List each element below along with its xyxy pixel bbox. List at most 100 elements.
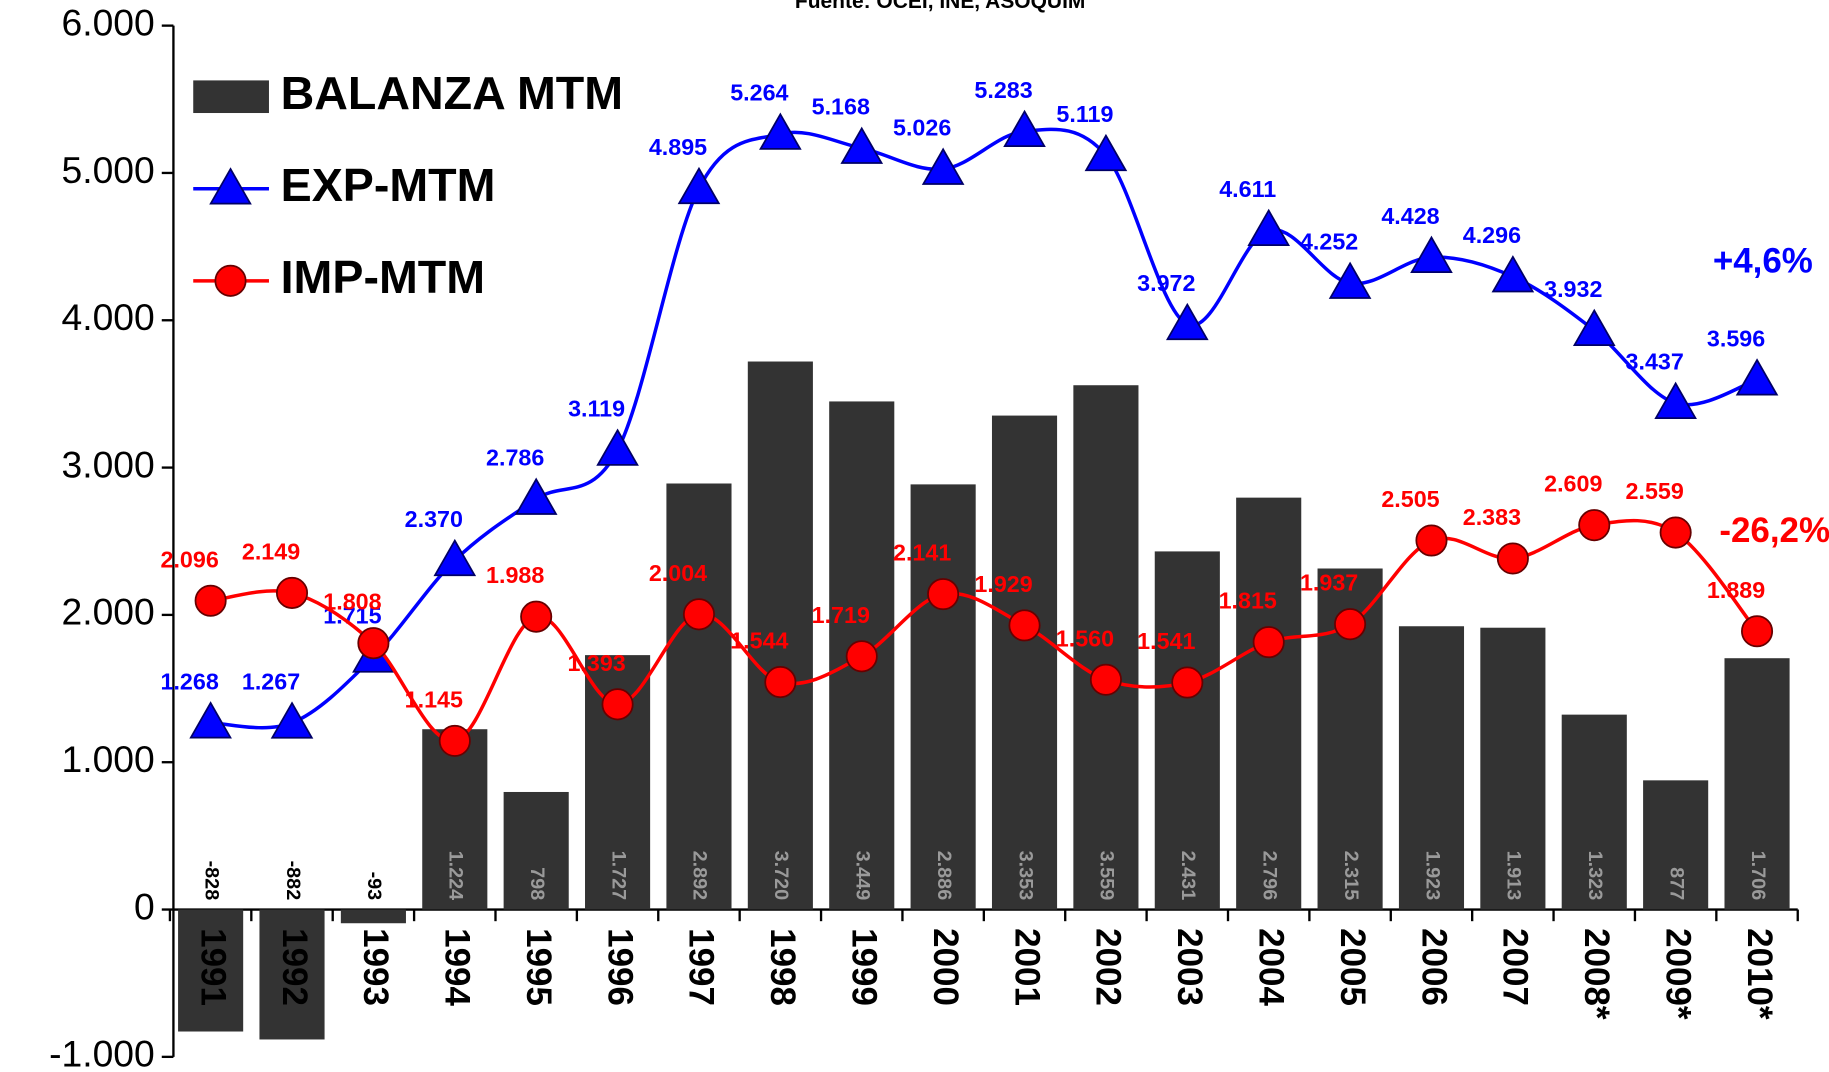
point-value-label: 2.141 <box>893 540 951 566</box>
bar-value-label: 3.559 <box>1096 851 1118 901</box>
x-tick-label: 1991 <box>193 928 232 1006</box>
bar <box>178 909 244 1032</box>
x-tick-label: 1997 <box>682 928 721 1006</box>
marker <box>601 688 634 721</box>
marker <box>764 666 797 699</box>
bar <box>340 909 406 924</box>
y-tick-label: 5.000 <box>62 149 155 191</box>
marker <box>270 701 314 739</box>
point-value-label: 4.895 <box>649 134 707 160</box>
x-tick-label: 2000 <box>926 928 965 1006</box>
x-tick-label: 2005 <box>1333 928 1372 1006</box>
bar <box>1154 551 1220 910</box>
bar-value-label: 3.720 <box>770 851 792 901</box>
bar-value-label: -93 <box>363 872 385 901</box>
bar-value-label: 1.323 <box>1584 851 1606 901</box>
legend-label: IMP-MTM <box>281 251 485 303</box>
marker <box>520 600 553 633</box>
point-value-label: 5.264 <box>730 80 788 106</box>
x-tick-label: 2006 <box>1414 928 1453 1006</box>
bar-value-label: 3.449 <box>852 851 874 901</box>
bar <box>991 415 1058 910</box>
bar <box>1480 627 1546 910</box>
x-tick-label: 2001 <box>1007 928 1046 1006</box>
x-tick-label: 2004 <box>1251 928 1290 1006</box>
marker <box>357 627 390 660</box>
point-value-label: 1.268 <box>160 668 218 694</box>
marker <box>1572 308 1616 347</box>
point-value-label: 2.370 <box>405 506 463 532</box>
marker <box>1415 524 1448 557</box>
bar-value-label: 1.923 <box>1421 851 1443 901</box>
annotation: -26,2% <box>1719 511 1829 550</box>
bar-value-label: 2.886 <box>933 851 955 901</box>
marker <box>682 598 715 631</box>
point-value-label: 1.267 <box>242 668 300 694</box>
y-tick-label: 6.000 <box>62 1 155 43</box>
x-tick-label: 1998 <box>763 928 802 1006</box>
marker <box>1410 235 1453 273</box>
bar-value-label: 798 <box>526 867 548 900</box>
point-value-label: 1.393 <box>567 650 625 676</box>
marker <box>1334 608 1367 641</box>
point-value-label: 3.932 <box>1544 276 1602 302</box>
point-value-label: 1.929 <box>974 571 1032 597</box>
marker <box>1247 208 1291 246</box>
marker <box>214 264 247 297</box>
point-value-label: 4.428 <box>1381 203 1439 229</box>
point-value-label: 2.096 <box>160 546 218 572</box>
bar-value-label: 1.224 <box>445 851 467 901</box>
marker <box>1171 666 1204 699</box>
bar-value-label: 2.892 <box>689 851 711 901</box>
x-tick-label: 1992 <box>275 928 314 1006</box>
y-tick-label: 0 <box>134 885 155 927</box>
point-value-label: 5.168 <box>812 94 870 120</box>
y-tick-label: 2.000 <box>62 591 155 633</box>
marker <box>1089 663 1122 696</box>
x-tick-label: 1999 <box>845 928 884 1006</box>
marker <box>194 584 227 617</box>
bar <box>259 909 325 1040</box>
marker <box>1735 358 1779 396</box>
y-tick-label: 1.000 <box>62 738 155 780</box>
x-tick-label: 2010* <box>1740 928 1779 1020</box>
x-tick-label: 2009* <box>1658 928 1697 1020</box>
point-value-label: 1.719 <box>812 602 870 628</box>
point-value-label: 5.119 <box>1056 101 1113 127</box>
marker <box>759 112 802 150</box>
marker <box>1008 609 1041 642</box>
x-tick-label: 1995 <box>519 928 558 1006</box>
chart-title: Fuente: OCEI, INE, ASOQUIM <box>795 0 1085 13</box>
point-value-label: 4.296 <box>1463 222 1521 248</box>
bar-value-label: 1.727 <box>607 851 629 901</box>
marker <box>921 147 965 185</box>
point-value-label: 2.609 <box>1544 471 1602 497</box>
marker <box>1496 542 1529 575</box>
bar-value-label: -828 <box>200 861 222 901</box>
marker <box>438 724 471 757</box>
bar-value-label: 2.796 <box>1258 851 1280 901</box>
point-value-label: 2.786 <box>486 445 544 471</box>
bar <box>747 361 813 910</box>
x-tick-label: 1993 <box>356 928 395 1006</box>
x-tick-label: 1994 <box>438 928 477 1006</box>
point-value-label: 2.505 <box>1381 486 1439 512</box>
point-value-label: 4.611 <box>1219 176 1276 202</box>
y-tick-label: 3.000 <box>62 443 155 485</box>
marker <box>840 126 884 164</box>
marker <box>1741 615 1774 648</box>
point-value-label: 3.972 <box>1137 270 1195 296</box>
point-value-label: 2.004 <box>649 560 707 586</box>
point-value-label: 1.808 <box>323 589 381 615</box>
bar-value-label: 1.913 <box>1503 851 1525 901</box>
point-value-label: 2.149 <box>242 538 300 564</box>
x-tick-label: 2008* <box>1577 928 1616 1020</box>
point-value-label: 5.026 <box>893 115 951 141</box>
point-value-label: 1.544 <box>730 628 788 654</box>
bar <box>1398 626 1465 910</box>
y-tick-label: -1.000 <box>49 1033 155 1072</box>
marker <box>1491 255 1535 293</box>
marker <box>209 167 252 205</box>
